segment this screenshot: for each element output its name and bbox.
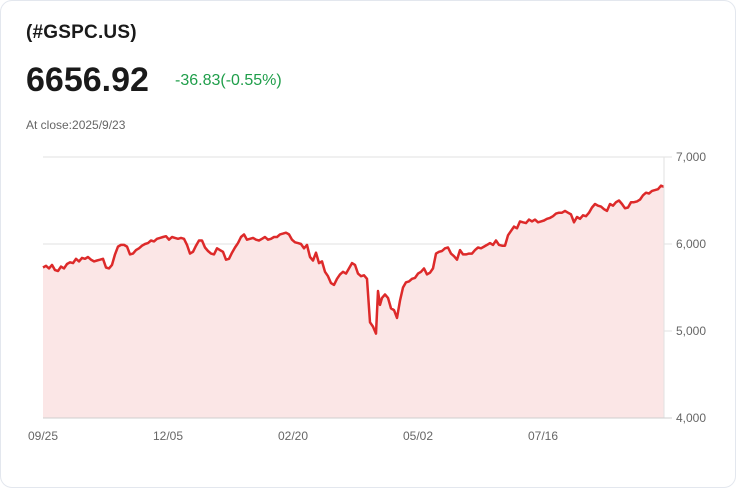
current-price: 6656.92 [26, 61, 149, 99]
x-tick-label: 02/20 [278, 429, 308, 443]
close-date-label: At close:2025/9/23 [26, 118, 126, 132]
x-tick-label: 05/02 [403, 429, 433, 443]
ticker-symbol: (#GSPC.US) [26, 22, 137, 43]
price-change: -36.83(-0.55%) [175, 72, 282, 89]
y-axis-labels: 7,000 6,000 5,000 4,000 [676, 150, 706, 425]
y-tick-label: 5,000 [676, 324, 706, 338]
x-axis-labels: 09/25 12/05 02/20 05/02 07/16 [28, 429, 558, 443]
price-area-fill [43, 185, 664, 418]
y-tick-label: 6,000 [676, 237, 706, 251]
y-tick-label: 7,000 [676, 150, 706, 164]
y-tick-label: 4,000 [676, 411, 706, 425]
price-line [42, 184, 665, 335]
x-tick-label: 12/05 [153, 429, 183, 443]
x-tick-label: 09/25 [28, 429, 58, 443]
x-tick-label: 07/16 [528, 429, 558, 443]
